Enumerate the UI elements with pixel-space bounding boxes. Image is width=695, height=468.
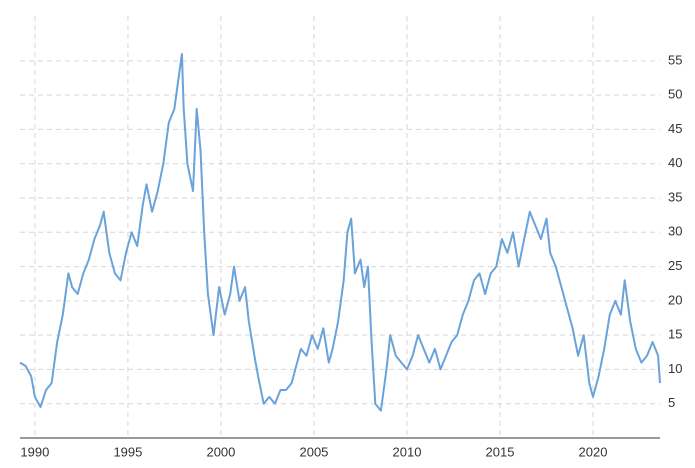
x-tick-label: 1990 (20, 444, 49, 459)
y-tick-label: 20 (668, 292, 682, 307)
y-tick-label: 15 (668, 327, 682, 342)
line (19, 53, 661, 412)
y-tick-label: 25 (668, 258, 682, 273)
y-tick-label: 35 (668, 189, 682, 204)
y-tick-label: 10 (668, 361, 682, 376)
y-tick-label: 40 (668, 155, 682, 170)
x-tick-label: 2020 (579, 444, 608, 459)
x-tick-label: 2000 (206, 444, 235, 459)
y-tick-label: 55 (668, 52, 682, 67)
y-tick-label: 5 (668, 395, 675, 410)
x-tick-label: 2010 (393, 444, 422, 459)
y-tick-label: 45 (668, 121, 682, 136)
y-tick-label: 50 (668, 87, 682, 102)
x-tick-label: 1995 (113, 444, 142, 459)
x-tick-label: 2015 (486, 444, 515, 459)
y-tick-label: 30 (668, 224, 682, 239)
x-tick-label: 2005 (299, 444, 328, 459)
